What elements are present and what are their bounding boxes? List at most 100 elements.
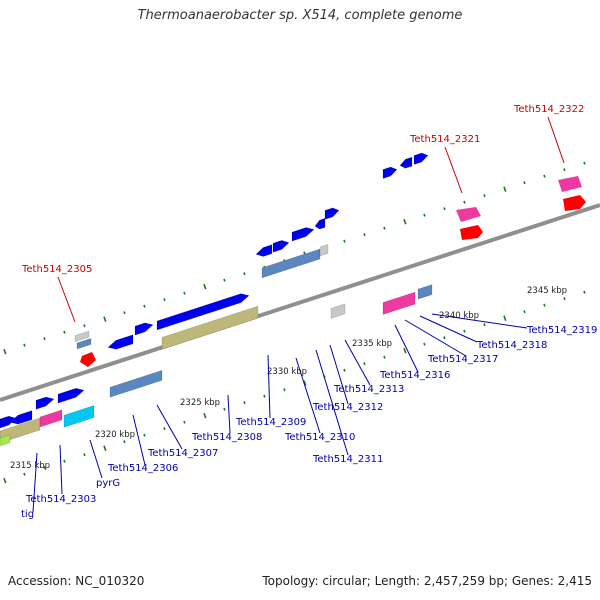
pseudo-feature-block [330,303,346,319]
red-gene-2322 [563,195,586,211]
tick-mark-outer [583,161,586,165]
tick-mark-inner [403,347,407,354]
kbp-axis-label: 2335 kbp [352,339,392,349]
gene-features [0,152,586,447]
tick-mark-outer [243,272,246,276]
tick-mark-outer [163,298,166,302]
backbone-line [0,203,600,402]
tick-mark-inner [103,445,107,451]
tick-mark-outer [523,181,526,185]
map-title: Thermoanaerobacter sp. X514, complete ge… [137,8,463,23]
pink-gene-2321 [456,207,481,222]
pink-feature-block [382,291,416,315]
genome-backbone [0,203,600,402]
tick-mark-inner [563,297,566,301]
forward-gene-arrow [255,244,273,257]
gene-leader-line [89,439,103,479]
tick-mark-outer [63,330,66,334]
kbp-axis-label: 2325 kbp [180,398,220,408]
pink-feature-block [39,409,63,428]
tick-mark-inner [503,315,507,321]
tick-mark-outer [183,291,186,295]
forward-gene-arrow [156,293,250,331]
gene-leader-line [419,315,478,343]
tick-mark-inner [363,362,366,366]
kbp-axis-label: 2340 kbp [439,311,479,321]
tick-mark-outer [223,278,226,282]
tick-mark-inner [383,355,386,359]
rrna-feature-block [417,284,433,300]
forward-gene-arrow [9,410,33,425]
gene-label: Teth514_2309 [235,417,306,428]
pseudo-feature-block [319,244,329,257]
gene-label: Teth514_2308 [191,432,262,443]
forward-gene-arrow [57,388,85,404]
tick-mark-outer [423,213,426,217]
gene-leader-line [431,313,528,329]
tick-mark-inner [343,368,346,372]
cds-feature-block [161,305,259,350]
gene-label: Teth514_2313 [333,384,404,395]
tick-mark-outer [143,304,146,308]
tick-mark-outer [83,324,86,328]
highlighted-gene-label: Teth514_2305 [21,264,92,275]
tick-mark-inner [523,310,526,314]
tick-mark-outer [43,337,46,341]
forward-gene-arrow [399,156,413,169]
gene-leader-line [394,324,419,373]
cyan-feature-block [63,405,95,428]
tick-mark-outer [3,348,7,355]
tick-mark-inner [123,440,126,444]
label-leader-lines [32,116,565,513]
tick-mark-inner [83,453,86,457]
forward-gene-arrow [134,322,154,336]
tick-mark-inner [423,342,426,346]
tick-mark-inner [183,420,186,424]
tick-mark-inner [23,472,26,476]
tick-mark-outer [483,194,486,198]
forward-gene-arrow [324,207,340,220]
tick-mark-inner [283,388,286,392]
gene-leader-line [404,319,467,357]
forward-gene-arrow [107,334,134,350]
gene-label: tig [21,509,34,520]
tick-mark-inner [243,401,246,405]
tick-mark-outer [403,218,407,225]
tick-mark-inner [543,303,546,307]
gene-label: Teth514_2316 [379,370,450,381]
forward-gene-arrow [413,152,429,165]
tick-mark-outer [503,186,507,192]
tick-mark-outer [123,311,126,315]
pink-gene-2322 [558,176,582,192]
red-gene-2321 [460,225,483,240]
gene-label: Teth514_2310 [284,432,355,443]
tick-mark-inner [163,427,166,431]
red-gene-2305 [80,352,96,367]
gene-label: Teth514_2311 [312,454,383,465]
highlight-leader-line [57,276,76,323]
tick-mark-inner [143,433,146,437]
gene-label: Teth514_2306 [107,463,178,474]
highlighted-gene-label: Teth514_2322 [513,104,584,115]
gene-label: Teth514_2319 [526,325,597,336]
forward-gene-arrow [35,396,55,410]
tick-mark-inner [443,336,446,340]
tick-mark-inner [303,380,307,386]
gene-label: Teth514_2317 [427,354,498,365]
genome-stats-text: Topology: circular; Length: 2,457,259 bp… [262,574,592,588]
gene-leader-line [267,354,271,419]
tick-mark-outer [203,283,207,290]
gene-label: pyrG [96,478,120,489]
lime-feature-block [0,434,11,447]
highlight-leader-line [444,146,463,194]
tick-mark-outer [383,226,386,230]
highlight-leader-line [547,116,565,164]
rrna-feature-block [109,370,163,398]
tick-mark-outer [463,200,466,204]
tick-mark-inner [203,412,207,419]
tick-mark-outer [563,168,566,172]
gene-leader-line [344,339,371,386]
tick-mark-outer [103,316,107,322]
tick-mark-outer [543,174,546,178]
